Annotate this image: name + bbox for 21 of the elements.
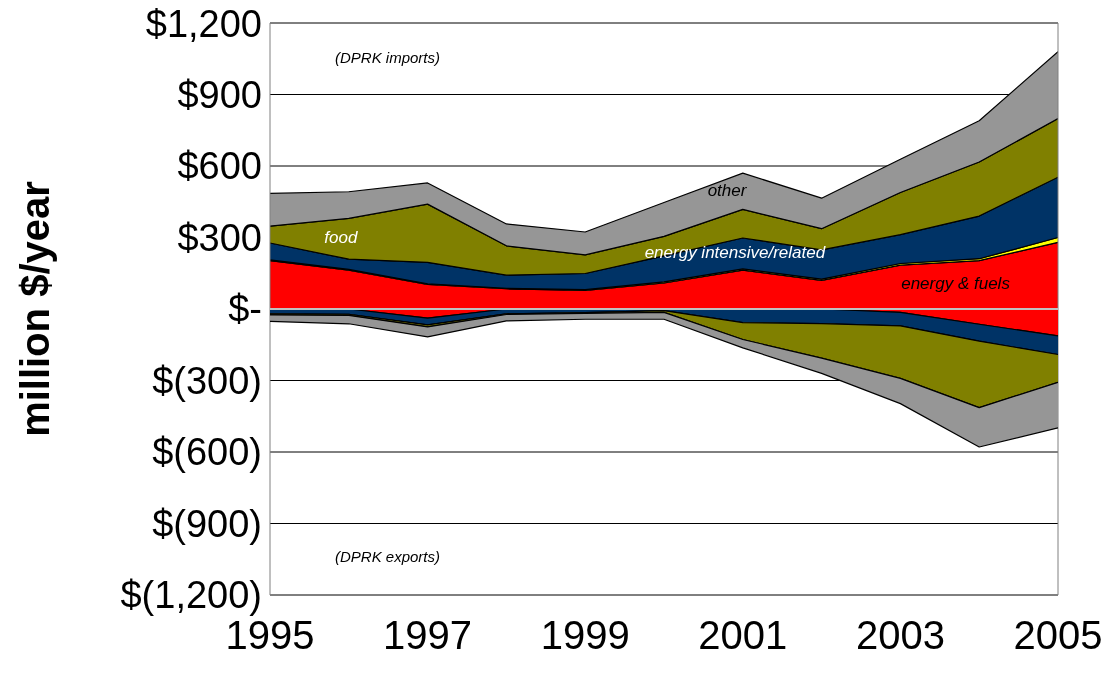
- annotation: (DPRK exports): [335, 548, 441, 565]
- y-tick-label: $900: [177, 73, 262, 116]
- series-label: food: [324, 228, 359, 248]
- y-tick-label: $-: [228, 288, 262, 331]
- y-tick-label: $1,200: [145, 2, 262, 45]
- series-label: energy & fuels: [901, 274, 1011, 294]
- series-label: energy intensive/related: [644, 242, 826, 262]
- y-tick-label: $(300): [152, 359, 262, 402]
- x-tick-label: 2005: [1013, 613, 1103, 658]
- x-tick-label: 2001: [698, 613, 788, 658]
- y-axis-title: million $/year: [12, 181, 57, 437]
- x-tick-label: 1997: [383, 613, 473, 658]
- series-label: other: [707, 180, 748, 200]
- y-tick-label: $600: [177, 145, 262, 188]
- x-tick-label: 2003: [855, 613, 945, 658]
- y-tick-label: $(900): [152, 502, 262, 545]
- annotation: (DPRK imports): [335, 49, 441, 66]
- y-tick-label: $(600): [152, 431, 262, 474]
- y-tick-label: $(1,200): [120, 574, 262, 617]
- y-tick-label: $300: [177, 216, 262, 259]
- x-tick-label: 1999: [540, 613, 630, 658]
